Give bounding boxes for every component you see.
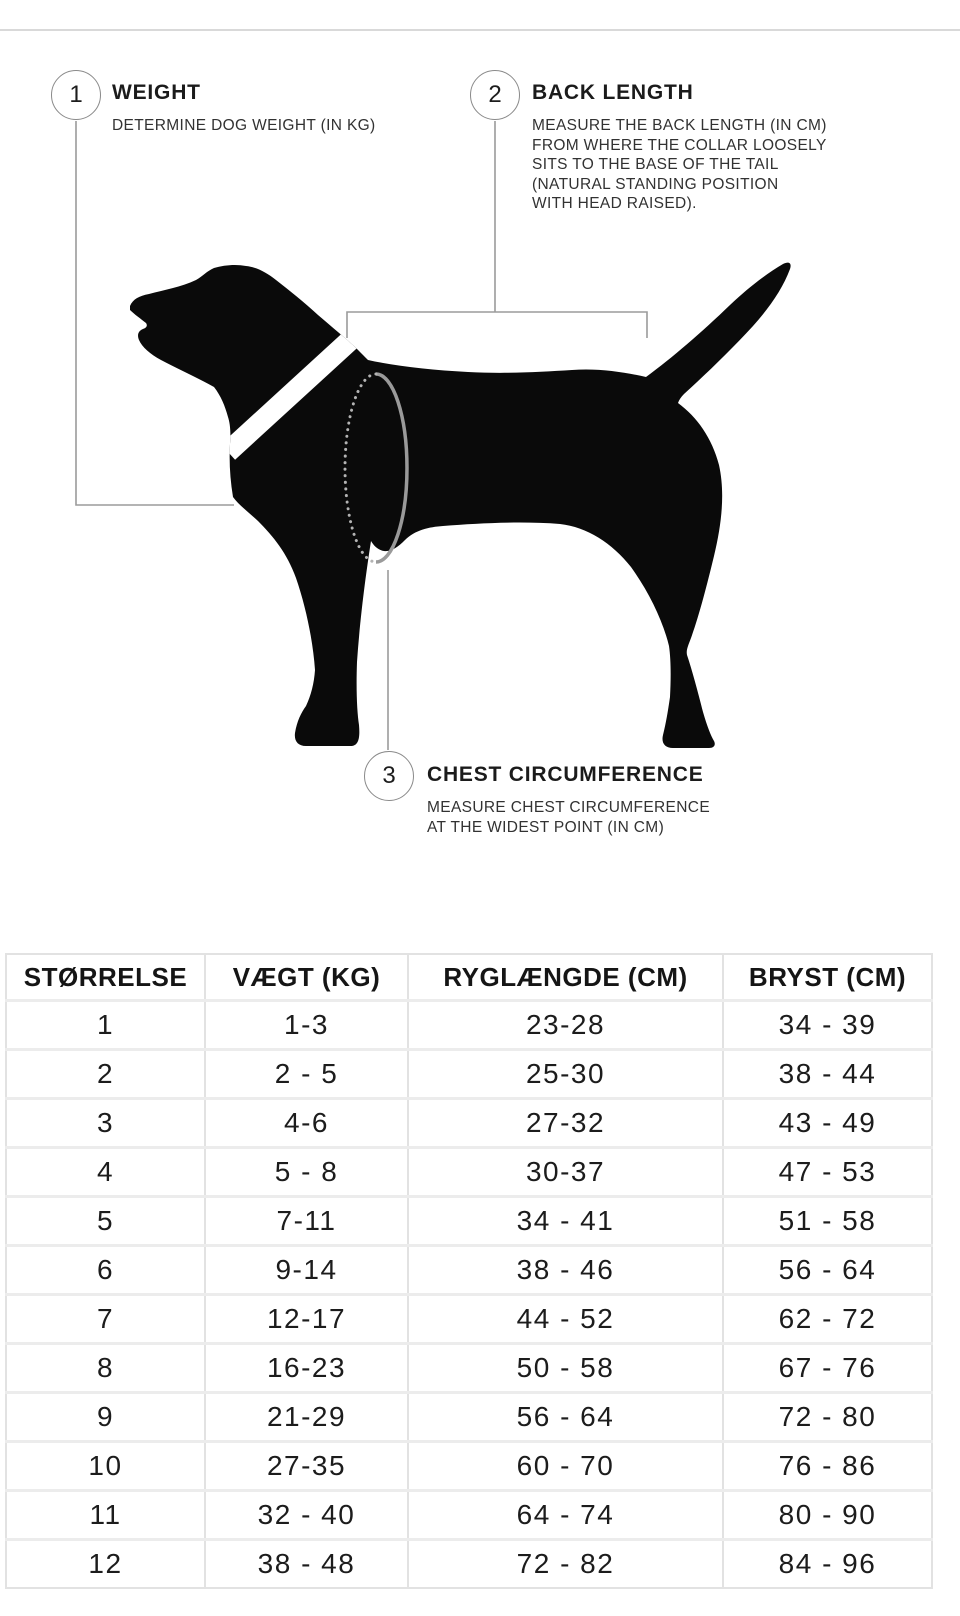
table-row: 7 12-17 44 - 52 62 - 72 (5, 1294, 933, 1345)
table-cell-weight: 21-29 (204, 1392, 409, 1443)
table-cell-chest: 51 - 58 (722, 1196, 933, 1247)
table-cell-size: 9 (5, 1392, 206, 1443)
table-cell-chest: 72 - 80 (722, 1392, 933, 1443)
table-cell-chest: 47 - 53 (722, 1147, 933, 1198)
table-row: 6 9-14 38 - 46 56 - 64 (5, 1245, 933, 1296)
measure-line-weight (75, 121, 234, 506)
table-cell-weight: 1-3 (204, 1000, 409, 1051)
step-1-number-badge: 1 (51, 70, 101, 120)
table-cell-weight: 32 - 40 (204, 1490, 409, 1541)
table-cell-back-length: 34 - 41 (407, 1196, 724, 1247)
table-cell-chest: 43 - 49 (722, 1098, 933, 1149)
step-1-title: WEIGHT (112, 81, 201, 104)
table-cell-chest: 56 - 64 (722, 1245, 933, 1296)
table-cell-back-length: 38 - 46 (407, 1245, 724, 1296)
table-cell-weight: 7-11 (204, 1196, 409, 1247)
table-cell-size: 8 (5, 1343, 206, 1394)
table-row: 11 32 - 40 64 - 74 80 - 90 (5, 1490, 933, 1541)
table-cell-weight: 27-35 (204, 1441, 409, 1492)
table-row: 5 7-11 34 - 41 51 - 58 (5, 1196, 933, 1247)
collar-band (220, 325, 366, 460)
table-cell-back-length: 27-32 (407, 1098, 724, 1149)
table-cell-weight: 9-14 (204, 1245, 409, 1296)
table-cell-chest: 80 - 90 (722, 1490, 933, 1541)
step-2-description: MEASURE THE BACK LENGTH (IN CM) FROM WHE… (532, 117, 827, 213)
table-row: 3 4-6 27-32 43 - 49 (5, 1098, 933, 1149)
table-cell-weight: 4-6 (204, 1098, 409, 1149)
table-cell-chest: 62 - 72 (722, 1294, 933, 1345)
table-cell-size: 2 (5, 1049, 206, 1100)
header-ryglaengde: RYGLÆNGDE (CM) (407, 953, 724, 1002)
table-cell-weight: 5 - 8 (204, 1147, 409, 1198)
table-cell-weight: 38 - 48 (204, 1539, 409, 1589)
table-cell-back-length: 30-37 (407, 1147, 724, 1198)
table-cell-size: 7 (5, 1294, 206, 1345)
step-1-description: DETERMINE DOG WEIGHT (IN KG) (112, 117, 376, 134)
table-row: 9 21-29 56 - 64 72 - 80 (5, 1392, 933, 1443)
table-cell-size: 6 (5, 1245, 206, 1296)
chest-ellipse-solid-arc (375, 372, 409, 564)
top-divider (0, 29, 960, 31)
dog-measurement-diagram (75, 121, 791, 750)
table-cell-back-length: 25-30 (407, 1049, 724, 1100)
table-cell-chest: 67 - 76 (722, 1343, 933, 1394)
table-cell-back-length: 64 - 74 (407, 1490, 724, 1541)
table-cell-back-length: 44 - 52 (407, 1294, 724, 1345)
table-row: 8 16-23 50 - 58 67 - 76 (5, 1343, 933, 1394)
table-cell-size: 5 (5, 1196, 206, 1247)
table-cell-chest: 38 - 44 (722, 1049, 933, 1100)
table-cell-size: 4 (5, 1147, 206, 1198)
table-cell-weight: 12-17 (204, 1294, 409, 1345)
header-vaegt: VÆGT (KG) (204, 953, 409, 1002)
step-3-number-badge: 3 (364, 751, 414, 801)
size-table: STØRRELSE VÆGT (KG) RYGLÆNGDE (CM) BRYST… (5, 953, 933, 1589)
table-cell-chest: 76 - 86 (722, 1441, 933, 1492)
table-cell-size: 10 (5, 1441, 206, 1492)
size-table-body: 1 1-3 23-28 34 - 39 2 2 - 5 25-30 38 - 4… (5, 1000, 933, 1589)
table-row: 12 38 - 48 72 - 82 84 - 96 (5, 1539, 933, 1589)
table-cell-chest: 34 - 39 (722, 1000, 933, 1051)
table-cell-back-length: 60 - 70 (407, 1441, 724, 1492)
table-cell-weight: 2 - 5 (204, 1049, 409, 1100)
table-cell-back-length: 56 - 64 (407, 1392, 724, 1443)
table-cell-size: 11 (5, 1490, 206, 1541)
table-row: 2 2 - 5 25-30 38 - 44 (5, 1049, 933, 1100)
header-bryst: BRYST (CM) (722, 953, 933, 1002)
chest-ellipse-dotted-arc (343, 372, 378, 564)
step-3-description: MEASURE CHEST CIRCUMFERENCE AT THE WIDES… (427, 799, 711, 836)
table-cell-size: 12 (5, 1539, 206, 1589)
header-storrelse: STØRRELSE (5, 953, 206, 1002)
table-row: 10 27-35 60 - 70 76 - 86 (5, 1441, 933, 1492)
table-cell-chest: 84 - 96 (722, 1539, 933, 1589)
table-cell-back-length: 23-28 (407, 1000, 724, 1051)
size-table-head: STØRRELSE VÆGT (KG) RYGLÆNGDE (CM) BRYST… (5, 953, 933, 1002)
step-2-number-badge: 2 (470, 70, 520, 120)
table-row: 4 5 - 8 30-37 47 - 53 (5, 1147, 933, 1198)
size-table-header-row: STØRRELSE VÆGT (KG) RYGLÆNGDE (CM) BRYST… (5, 953, 933, 1002)
step-3-title: CHEST CIRCUMFERENCE (427, 763, 704, 786)
step-2-title: BACK LENGTH (532, 81, 694, 104)
table-cell-back-length: 50 - 58 (407, 1343, 724, 1394)
table-cell-size: 3 (5, 1098, 206, 1149)
table-cell-back-length: 72 - 82 (407, 1539, 724, 1589)
table-cell-weight: 16-23 (204, 1343, 409, 1394)
table-row: 1 1-3 23-28 34 - 39 (5, 1000, 933, 1051)
measure-line-back-length (346, 121, 648, 338)
table-cell-size: 1 (5, 1000, 206, 1051)
